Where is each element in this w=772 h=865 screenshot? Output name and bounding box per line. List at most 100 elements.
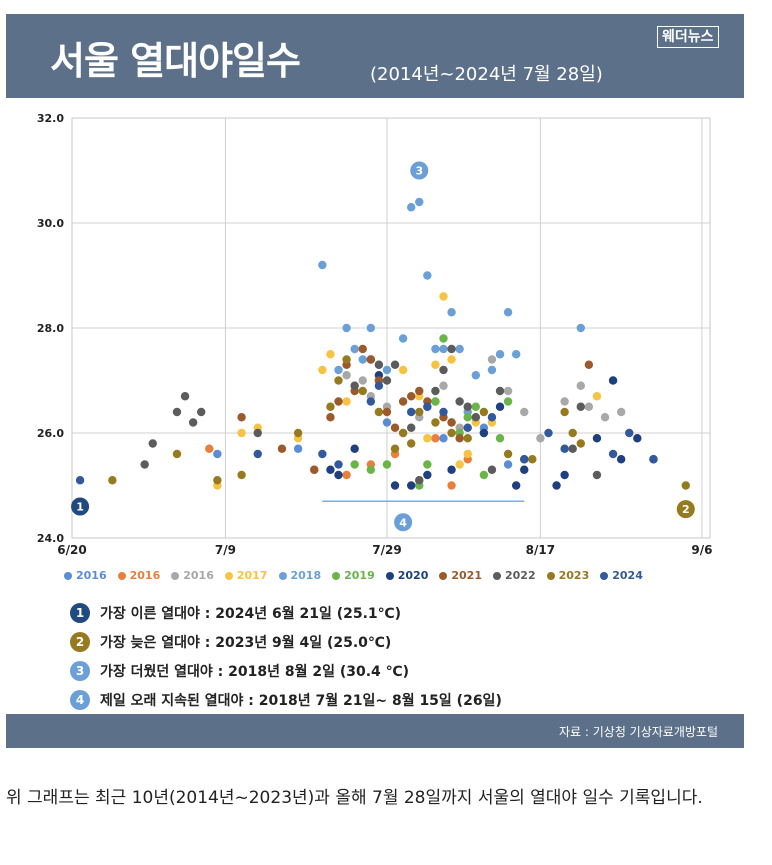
chart-legend: 2016 2016 2016 2017 2018 2019 2020 2021 2022 2023… <box>64 569 754 587</box>
data-point-2023-s9 <box>479 407 489 417</box>
data-point-2023-s9 <box>213 476 222 485</box>
data-point-2024-s10 <box>334 460 343 469</box>
article-caption: 위 그래프는 최근 10년(2014년~2023년)과 올해 7월 28일까지 … <box>6 788 703 808</box>
data-point-2020-s6 <box>616 455 626 464</box>
data-point-2017-s3 <box>447 355 456 364</box>
note-badge-4: 4 <box>70 689 90 710</box>
data-point-2018-s4 <box>439 344 448 354</box>
data-point-2023-s9 <box>431 418 440 427</box>
y-tick-label: 24.0 <box>37 532 64 545</box>
data-point-2022-s8 <box>382 376 392 385</box>
data-point-2016-s0 <box>503 460 513 469</box>
data-point-2020-s6 <box>495 402 505 411</box>
data-point-2018-s4 <box>366 323 376 333</box>
data-point-2022-s8 <box>148 439 157 448</box>
data-point-2022-s8 <box>592 470 602 480</box>
note-latest: 2 가장 늦은 열대야 : 2023년 9월 4일 (25.0℃) <box>70 627 730 656</box>
data-point-2020-s6 <box>479 428 489 438</box>
annotation-notes: 1 가장 이른 열대야 : 2024년 6월 21일 (25.1℃) 2 가장 … <box>70 598 730 714</box>
data-point-2017-s3 <box>237 428 246 438</box>
data-point-2024-s10 <box>560 444 569 453</box>
data-point-2018-s4 <box>447 308 456 317</box>
data-point-2022-s8 <box>463 402 472 411</box>
data-point-2020-s6 <box>406 481 416 490</box>
data-point-2019-s5 <box>471 402 480 411</box>
data-point-2021-s7 <box>415 386 424 396</box>
legend-label: 2016 <box>76 569 107 582</box>
data-point-2022-s8 <box>439 365 448 375</box>
data-point-2017-s3 <box>326 350 335 359</box>
plot-frame <box>71 117 711 539</box>
data-point-2016-s2 <box>520 407 529 417</box>
data-point-2016-s2 <box>536 434 545 443</box>
marker-label-3: 3 <box>415 165 423 178</box>
legend-item: 2016 <box>64 569 107 582</box>
data-point-2023-s9 <box>293 428 303 438</box>
data-point-2024-s10 <box>463 423 472 432</box>
data-point-2020-s6 <box>423 470 432 480</box>
note-badge-1: 1 <box>70 602 90 623</box>
footer-banner: 자료 : 기상청 기상자료개방포털 <box>6 714 744 748</box>
data-points <box>75 197 690 490</box>
data-point-2024-s10 <box>366 397 376 406</box>
data-point-2023-s9 <box>568 428 577 438</box>
data-point-2020-s6 <box>511 481 521 490</box>
legend-dot <box>439 571 448 580</box>
data-point-2022-s8 <box>415 476 424 485</box>
data-point-2018-s4 <box>511 350 521 359</box>
data-point-2024-s10 <box>544 428 553 438</box>
grid-lines <box>71 117 711 539</box>
data-point-2021-s7 <box>455 434 464 443</box>
data-point-2023-s9 <box>528 455 537 464</box>
data-point-2021-s7 <box>358 344 367 354</box>
data-point-2016-s2 <box>616 407 626 417</box>
data-point-2023-s9 <box>358 386 367 396</box>
data-point-2016-s2 <box>439 381 448 390</box>
data-point-2020-s6 <box>608 376 618 385</box>
data-point-2018-s4 <box>455 344 464 354</box>
legend-item: 2024 <box>600 569 643 582</box>
data-point-2017-s3 <box>592 392 602 401</box>
data-point-2023-s9 <box>560 407 569 417</box>
data-point-2021-s7 <box>326 413 335 422</box>
legend-item: 2021 <box>439 569 482 582</box>
legend-dot <box>546 571 555 580</box>
note-earliest: 1 가장 이른 열대야 : 2024년 6월 21일 (25.1℃) <box>70 598 730 627</box>
data-point-2017-s3 <box>398 365 408 375</box>
data-point-2023-s9 <box>681 481 690 490</box>
data-point-2021-s7 <box>390 423 400 432</box>
data-point-2019-s5 <box>431 397 440 406</box>
data-point-2016-s2 <box>584 402 594 411</box>
legend-label: 2021 <box>451 569 482 582</box>
data-point-2022-s8 <box>350 381 359 390</box>
data-point-2018-s4 <box>350 344 359 354</box>
legend-label: 2022 <box>505 569 536 582</box>
data-point-2024-s10 <box>625 428 634 438</box>
legend-item: 2018 <box>278 569 321 582</box>
data-point-2022-s8 <box>374 360 384 369</box>
legend-label: 2019 <box>344 569 375 582</box>
data-point-2022-s8 <box>487 465 497 474</box>
data-point-2024-s10 <box>75 476 85 485</box>
data-point-2019-s5 <box>423 460 432 469</box>
data-point-2021-s7 <box>366 355 376 364</box>
data-point-2018-s4 <box>318 260 327 270</box>
data-point-2016-s2 <box>576 381 585 390</box>
data-point-2022-s8 <box>495 386 505 396</box>
data-point-2022-s8 <box>406 423 416 432</box>
page-title: 서울 열대야일수 <box>50 39 301 83</box>
data-point-2019-s5 <box>350 460 359 469</box>
data-point-2022-s8 <box>431 386 440 396</box>
marker-badge-3 <box>410 161 429 180</box>
brand-logo: 웨더뉴스 <box>657 26 719 48</box>
scatter-chart: 24.0 26.0 28.0 30.0 32.0 6/20 7/9 7/29 8/17 9/6 1… <box>37 112 713 557</box>
data-point-2018-s4 <box>358 355 367 364</box>
legend-label: 2024 <box>612 569 643 582</box>
data-point-2016-s2 <box>487 355 497 364</box>
data-point-2024-s10 <box>649 455 658 464</box>
data-point-2019-s5 <box>479 470 489 480</box>
header-banner <box>6 14 744 98</box>
data-point-2021-s7 <box>277 444 287 453</box>
data-point-2021-s7 <box>334 397 343 406</box>
data-point-2022-s8 <box>253 428 262 438</box>
